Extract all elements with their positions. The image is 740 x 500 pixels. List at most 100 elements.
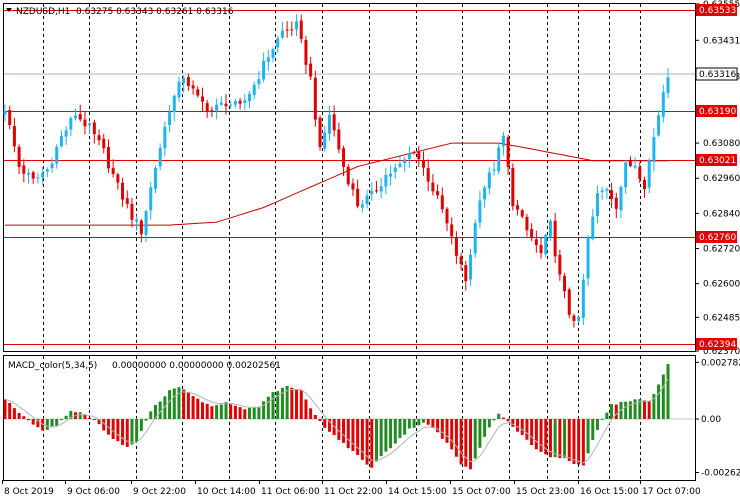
candle-body: [318, 117, 322, 147]
macd-bar: [309, 408, 313, 420]
macd-bar: [389, 419, 393, 449]
macd-bar: [412, 419, 416, 428]
candle-body: [139, 220, 143, 235]
macd-bar: [403, 419, 407, 435]
candle-body: [45, 169, 49, 172]
macd-bar: [516, 419, 520, 432]
candle-body: [200, 96, 204, 102]
candle-body: [426, 168, 430, 182]
macd-bar: [172, 388, 176, 420]
candle-body: [501, 135, 505, 147]
candle-body: [78, 114, 82, 120]
candle-body: [389, 173, 393, 177]
candle-body: [125, 198, 129, 204]
candle-body: [22, 165, 26, 174]
macd-bar: [459, 419, 463, 465]
level-tag-label: 0.63533: [699, 6, 736, 16]
macd-bar: [469, 419, 473, 470]
candle-body: [469, 254, 473, 280]
candle-body: [473, 223, 477, 254]
macd-bar: [440, 419, 444, 439]
macd-bar: [370, 419, 374, 468]
candlesticks: [3, 14, 670, 328]
macd-bar: [233, 405, 237, 420]
macd-bar: [605, 412, 609, 420]
collapse-triangle-icon[interactable]: [6, 8, 12, 12]
candle-body: [525, 217, 529, 231]
candle-body: [360, 204, 364, 208]
candle-body: [633, 165, 637, 168]
candle-body: [168, 111, 172, 126]
macd-bar: [473, 419, 477, 459]
candle-body: [666, 77, 670, 94]
candle-body: [210, 110, 214, 112]
macd-bar: [530, 419, 534, 446]
candle-body: [332, 114, 336, 131]
macd-bar: [445, 419, 449, 443]
macd-bar: [642, 400, 646, 420]
macd-bar: [276, 391, 280, 420]
macd-bar: [614, 404, 618, 420]
level-tag: [696, 154, 737, 166]
bid-tag: [695, 67, 738, 81]
time-tick-label: 9 Oct 22:00: [133, 487, 186, 497]
candle-body: [102, 138, 106, 149]
candle-body: [642, 179, 646, 190]
candle-body: [624, 162, 628, 188]
candle-body: [88, 123, 92, 126]
macd-bar: [600, 418, 604, 420]
candle-body: [497, 147, 501, 172]
macd-bar: [318, 419, 322, 422]
price-header: NZDUSD,H1 0.63275 0.63343 0.63261 0.6331…: [6, 7, 234, 17]
candle-body: [266, 57, 270, 62]
macd-bar: [215, 405, 219, 420]
macd-bar: [252, 407, 256, 420]
macd-tick-label: -0.002627: [701, 469, 740, 479]
macd-bar: [323, 419, 327, 428]
level-tag-label: 0.62760: [699, 233, 736, 243]
macd-bar: [219, 404, 223, 420]
time-axis: 8 Oct 2019 9 Oct 06:00 9 Oct 22:00 10 Oct 1…: [2, 480, 701, 497]
macd-bar: [337, 419, 341, 440]
macd-bar: [135, 419, 139, 442]
time-tick-label: 17 Oct 07:00: [642, 487, 701, 497]
candle-body: [299, 20, 303, 39]
macd-bar: [50, 419, 54, 428]
candle-body: [106, 146, 110, 169]
candle-body: [69, 118, 73, 130]
candle-body: [539, 245, 543, 254]
candle-body: [567, 289, 571, 315]
candle-body: [276, 38, 280, 48]
candle-body: [233, 101, 237, 105]
candle-body: [591, 216, 595, 239]
macd-header: MACD_color(5,34,5) 0.00000000 0.00000000…: [8, 361, 281, 371]
macd-bar: [548, 419, 552, 458]
macd-bar: [200, 402, 204, 420]
level-tag-label: 0.63021: [699, 156, 736, 166]
level-tag: [696, 231, 737, 243]
candle-body: [553, 220, 557, 257]
candle-body: [436, 191, 440, 196]
macd-bar: [666, 363, 670, 420]
macd-bar: [3, 399, 7, 420]
candle-body: [657, 115, 661, 136]
macd-bar: [450, 419, 454, 450]
macd-bar: [299, 390, 303, 420]
candle-body: [50, 163, 54, 168]
macd-bar: [417, 419, 421, 426]
macd-bar: [8, 402, 12, 420]
candle-body: [295, 21, 299, 30]
candle-body: [27, 172, 31, 175]
macd-bar: [163, 396, 167, 420]
candle-body: [516, 205, 520, 210]
macd-bar: [125, 419, 129, 447]
macd-bar: [191, 395, 195, 420]
macd-values: 0.00000000 0.00000000 0.00202561: [112, 361, 281, 371]
candle-body: [285, 29, 289, 31]
level-tag: [696, 338, 737, 350]
candle-body: [374, 190, 378, 192]
macd-bar: [342, 419, 346, 443]
candle-body: [577, 316, 581, 321]
